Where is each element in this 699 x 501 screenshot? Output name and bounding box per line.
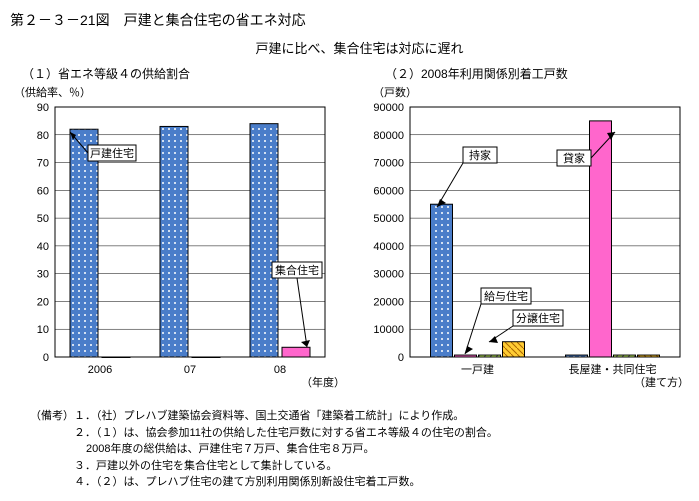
svg-text:20000: 20000 bbox=[373, 296, 404, 308]
chart2-mochiie-label: 持家 bbox=[469, 148, 491, 162]
chart2-kyuyo-label: 給与住宅 bbox=[484, 289, 528, 303]
svg-text:70: 70 bbox=[37, 158, 49, 170]
svg-text:80000: 80000 bbox=[373, 130, 404, 142]
chart2-svg: 0 10000 20000 30000 40000 50000 60000 70000 8000… bbox=[355, 102, 695, 392]
chart2-ylabel: （戸数） bbox=[373, 84, 695, 100]
chart2-col: （２）2008年利用関係別着工戸数 （戸数） 0 10000 20000 30000 4… bbox=[355, 61, 695, 390]
svg-text:長屋建・共同住宅: 長屋建・共同住宅 bbox=[569, 362, 657, 376]
svg-text:60000: 60000 bbox=[373, 185, 404, 197]
svg-text:20: 20 bbox=[37, 296, 49, 308]
chart2-bunjo-label: 分譲住宅 bbox=[516, 311, 560, 325]
svg-text:40000: 40000 bbox=[373, 241, 404, 253]
chart2-kashiya-label: 貸家 bbox=[563, 151, 585, 165]
svg-text:30: 30 bbox=[37, 269, 49, 281]
chart2-title: （２）2008年利用関係別着工戸数 bbox=[385, 65, 695, 82]
chart1-shugo-label: 集合住宅 bbox=[275, 263, 319, 277]
svg-text:0: 0 bbox=[398, 352, 404, 364]
notes: （備考）１．（社）プレハブ建築協会資料等、国土交通省「建築着工統計」により作成。… bbox=[30, 408, 699, 491]
svg-text:90000: 90000 bbox=[373, 102, 404, 114]
note-1: １．（社）プレハブ建築協会資料等、国土交通省「建築着工統計」により作成。 bbox=[74, 410, 464, 422]
figure-subtitle: 戸建に比べ、集合住宅は対応に遅れ bbox=[10, 38, 699, 57]
chart1-plot: 0 10 20 30 40 50 60 70 80 90 2006 07 08 戸建住宅 集合住宅 bbox=[10, 102, 355, 392]
svg-text:10: 10 bbox=[37, 324, 49, 336]
svg-text:08: 08 bbox=[274, 364, 286, 376]
note-2: ２．（１）は、協会参加11社の供給した住宅戸数に対する省エネ等級４の住宅の割合。 bbox=[74, 427, 498, 439]
notes-lead: （備考） bbox=[30, 410, 74, 422]
svg-text:70000: 70000 bbox=[373, 158, 404, 170]
chart1-detached-label: 戸建住宅 bbox=[90, 146, 134, 160]
svg-text:90: 90 bbox=[37, 102, 49, 114]
svg-text:50000: 50000 bbox=[373, 213, 404, 225]
chart1-svg: 0 10 20 30 40 50 60 70 80 90 2006 07 08 戸建住宅 集合住宅 bbox=[10, 102, 355, 392]
svg-text:30000: 30000 bbox=[373, 269, 404, 281]
svg-text:0: 0 bbox=[43, 352, 49, 364]
svg-text:2006: 2006 bbox=[88, 364, 112, 376]
svg-text:10000: 10000 bbox=[373, 324, 404, 336]
note-3: ３．戸建以外の住宅を集合住宅として集計している。 bbox=[74, 460, 337, 472]
figure-title: 第２－３－21図 戸建と集合住宅の省エネ対応 bbox=[10, 10, 699, 30]
chart1-title: （１）省エネ等級４の供給割合 bbox=[22, 65, 355, 82]
svg-text:07: 07 bbox=[184, 364, 196, 376]
note-2b: 2008年度の総供給は、戸建住宅７万戸、集合住宅８万戸。 bbox=[86, 443, 374, 455]
note-4: ４．（２）は、プレハブ住宅の建て方別利用関係別新設住宅着工戸数。 bbox=[74, 476, 421, 488]
chart2-plot: 0 10000 20000 30000 40000 50000 60000 70000 8000… bbox=[355, 102, 695, 392]
chart1-col: （１）省エネ等級４の供給割合 （供給率、％） 0 10 20 30 40 50 60 70 80… bbox=[10, 61, 355, 390]
svg-text:一戸建: 一戸建 bbox=[461, 362, 494, 376]
svg-text:50: 50 bbox=[37, 213, 49, 225]
charts-row: （１）省エネ等級４の供給割合 （供給率、％） 0 10 20 30 40 50 60 70 80… bbox=[10, 61, 699, 390]
svg-text:60: 60 bbox=[37, 185, 49, 197]
chart1-ylabel: （供給率、％） bbox=[14, 84, 355, 100]
svg-text:80: 80 bbox=[37, 130, 49, 142]
svg-text:40: 40 bbox=[37, 241, 49, 253]
